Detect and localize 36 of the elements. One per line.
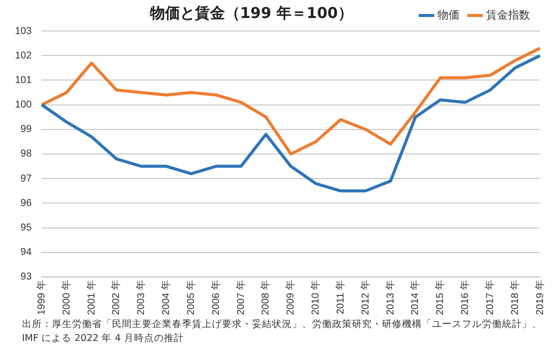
- x-tick-label: 2011 年: [334, 280, 346, 314]
- x-tick-label: 2016 年: [459, 280, 472, 316]
- x-tick-label: 2009 年: [284, 280, 297, 316]
- chart-title: 物価と賃金（199 年＝100）: [150, 4, 353, 23]
- x-tick-label: 1999 年: [35, 280, 48, 316]
- x-tick-label: 2005 年: [184, 280, 197, 316]
- x-tick-label: 2000 年: [60, 280, 72, 316]
- x-tick-label: 2001 年: [85, 280, 98, 316]
- x-tick-label: 2015 年: [434, 280, 446, 316]
- legend-label: 物価: [438, 8, 460, 22]
- x-tick-label: 2013 年: [384, 280, 396, 316]
- y-tick-label: 100: [14, 100, 32, 111]
- y-tick-label: 98: [20, 148, 32, 160]
- x-tick-label: 2006 年: [210, 280, 222, 316]
- y-tick-label: 97: [20, 173, 32, 184]
- y-tick-label: 95: [20, 222, 32, 234]
- y-tick-label: 99: [20, 124, 32, 136]
- y-tick-label: 102: [14, 50, 32, 62]
- x-tick-label: 2002 年: [110, 280, 122, 316]
- x-tick-label: 2014 年: [409, 280, 422, 316]
- x-tick-label: 2019 年: [534, 280, 546, 316]
- legend-label: 賃金指数: [486, 8, 530, 22]
- text: 出所：厚生労働省「民間主要企業春季賃上げ要求・妥結状況」、労働政策研究・研修機構「ユースフル労働統計」、 IMF による 2022 年 4 月時点の推計: [22, 318, 542, 346]
- y-tick-label: 94: [20, 247, 32, 258]
- y-tick-label: 103: [14, 26, 32, 37]
- y-tick-label: 96: [20, 198, 32, 209]
- y-tick-label: 93: [20, 272, 32, 283]
- x-tick-label: 2003 年: [135, 280, 148, 316]
- x-tick-label: 2018 年: [508, 280, 521, 316]
- x-tick-label: 2017 年: [484, 280, 496, 316]
- y-tick-label: 101: [14, 74, 32, 86]
- x-tick-label: 2008 年: [260, 280, 272, 316]
- x-tick-label: 2012 年: [359, 280, 372, 316]
- x-tick-label: 2007 年: [234, 280, 247, 316]
- x-tick-label: 2010 年: [310, 280, 322, 316]
- x-tick-label: 2004 年: [160, 280, 172, 316]
